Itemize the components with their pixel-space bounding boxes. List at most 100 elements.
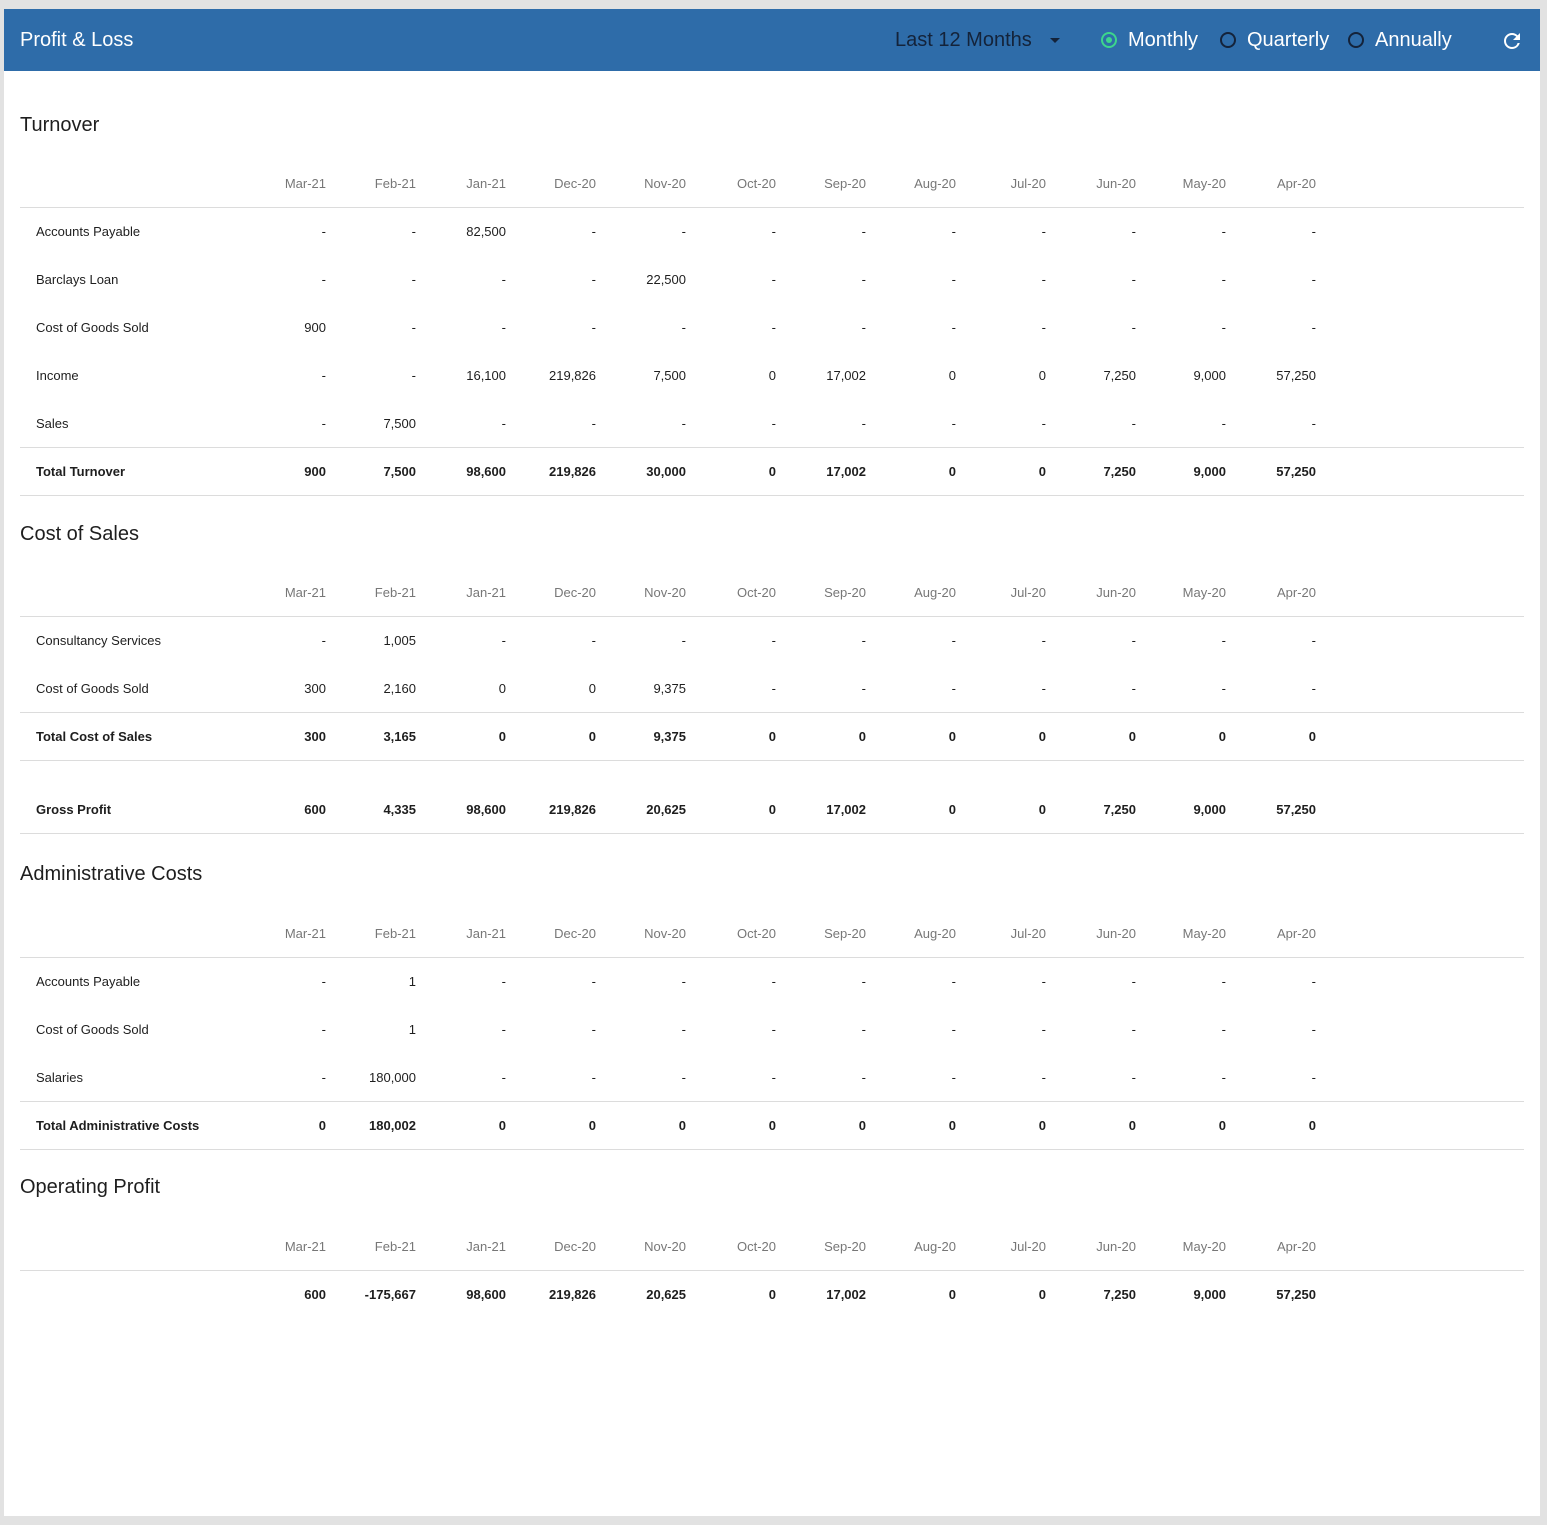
column-header-row: Mar-21 Feb-21 Jan-21 Dec-20 Nov-20 Oct-20 Sep-… <box>20 1223 1524 1271</box>
cell-value: 20,625 <box>646 1287 686 1302</box>
cell-value: - <box>951 1070 956 1085</box>
column-header: Sep-20 <box>824 176 866 191</box>
cell-value: - <box>321 224 326 239</box>
cell-value: - <box>501 1070 506 1085</box>
cell-value: - <box>321 633 326 648</box>
cell-value: - <box>501 1022 506 1037</box>
cell-value: - <box>681 1070 686 1085</box>
column-header-row: Mar-21 Feb-21 Jan-21 Dec-20 Nov-20 Oct-20 Sep-… <box>20 569 1524 617</box>
cell-value: - <box>771 1022 776 1037</box>
column-header: Jan-21 <box>466 585 506 600</box>
radio-annually[interactable]: Annually <box>1348 9 1452 71</box>
cell-value: 57,250 <box>1276 802 1316 817</box>
cell-value: - <box>1041 416 1046 431</box>
column-header: Oct-20 <box>736 585 776 600</box>
column-header: Nov-20 <box>644 1239 686 1254</box>
column-header: Dec-20 <box>554 926 596 941</box>
cell-value: 22,500 <box>646 272 686 287</box>
cell-value: - <box>1311 974 1316 989</box>
cell-value: - <box>321 974 326 989</box>
cell-value: - <box>951 320 956 335</box>
cell-value: 17,002 <box>826 464 866 479</box>
cell-value: - <box>591 974 596 989</box>
cell-value: 1,005 <box>383 633 416 648</box>
cell-value: 57,250 <box>1276 1287 1316 1302</box>
column-header: Dec-20 <box>554 585 596 600</box>
column-header: May-20 <box>1182 1239 1226 1254</box>
cell-value: - <box>321 368 326 383</box>
cell-value: 9,000 <box>1193 802 1226 817</box>
cell-value: - <box>861 416 866 431</box>
column-header: May-20 <box>1182 176 1226 191</box>
table-row: Accounts Payable - - 82,500 - - - - - - - - - <box>20 208 1524 256</box>
column-header: Apr-20 <box>1276 585 1316 600</box>
cell-value: 2,160 <box>383 681 416 696</box>
cell-value: 98,600 <box>466 464 506 479</box>
cell-value: - <box>681 1022 686 1037</box>
cell-value: 0 <box>1038 464 1046 479</box>
column-header: Dec-20 <box>554 176 596 191</box>
cell-value: 9,000 <box>1193 1287 1226 1302</box>
row-label: Cost of Goods Sold <box>36 1022 149 1037</box>
cell-value: 3,165 <box>383 729 416 744</box>
cell-value: - <box>771 272 776 287</box>
cell-value: 9,000 <box>1193 464 1226 479</box>
cell-value: 4,335 <box>383 802 416 817</box>
toolbar: Profit & Loss Last 12 Months Monthly Qua… <box>4 9 1540 71</box>
row-label: Accounts Payable <box>36 974 141 989</box>
column-header: Jun-20 <box>1096 585 1136 600</box>
cell-value: - <box>861 1070 866 1085</box>
cell-value: - <box>1311 1070 1316 1085</box>
cell-value: - <box>1221 1022 1226 1037</box>
cell-value: 7,500 <box>383 416 416 431</box>
cell-value: - <box>1311 416 1316 431</box>
cell-value: 900 <box>304 320 326 335</box>
total-row: Total Cost of Sales 300 3,165 0 0 9,375 0 0 0 0 0 0… <box>20 713 1524 761</box>
cell-value: - <box>1131 633 1136 648</box>
column-header: Apr-20 <box>1276 1239 1316 1254</box>
row-label: Consultancy Services <box>36 633 161 648</box>
page-title: Profit & Loss <box>20 29 134 51</box>
cell-value: 0 <box>498 729 506 744</box>
column-header: Jan-21 <box>466 926 506 941</box>
cell-value: 0 <box>588 1118 596 1133</box>
cell-value: - <box>501 320 506 335</box>
cell-value: 0 <box>1038 368 1046 383</box>
cell-value: - <box>1041 681 1046 696</box>
column-header: Nov-20 <box>644 585 686 600</box>
column-header: Sep-20 <box>824 926 866 941</box>
cell-value: - <box>951 272 956 287</box>
cell-value: - <box>1311 633 1316 648</box>
radio-monthly[interactable]: Monthly <box>1101 9 1198 71</box>
table-row: Accounts Payable - 1 - - - - - - - - - - <box>20 958 1524 1006</box>
cell-value: - <box>1131 681 1136 696</box>
cell-value: - <box>861 1022 866 1037</box>
cell-value: 600 <box>304 802 326 817</box>
cell-value: - <box>501 272 506 287</box>
column-header: Mar-21 <box>284 926 326 941</box>
radio-unchecked-icon <box>1348 32 1364 48</box>
column-header-row: Mar-21 Feb-21 Jan-21 Dec-20 Nov-20 Oct-20 Sep-… <box>20 160 1524 208</box>
cell-value: 0 <box>948 464 956 479</box>
cell-value: 0 <box>858 1118 866 1133</box>
period-select[interactable]: Last 12 Months <box>895 9 1060 71</box>
cell-value: 0 <box>588 681 596 696</box>
cell-value: - <box>771 974 776 989</box>
radio-quarterly[interactable]: Quarterly <box>1220 9 1329 71</box>
cell-value: 0 <box>948 729 956 744</box>
cell-value: 0 <box>768 464 776 479</box>
cell-value: 219,826 <box>549 802 596 817</box>
column-header-row: Mar-21 Feb-21 Jan-21 Dec-20 Nov-20 Oct-20 Sep-… <box>20 910 1524 958</box>
cell-value: 0 <box>1308 1118 1316 1133</box>
radio-quarterly-label: Quarterly <box>1247 28 1330 51</box>
refresh-button[interactable] <box>1500 29 1524 53</box>
table-row: Consultancy Services - 1,005 - - - - - - - - - - <box>20 617 1524 665</box>
column-header: Mar-21 <box>284 1239 326 1254</box>
table-row: Cost of Goods Sold 900 - - - - - - - - - - - <box>20 304 1524 352</box>
pnl-card: Profit & Loss Last 12 Months Monthly Qua… <box>4 9 1540 1516</box>
cell-value: - <box>771 1070 776 1085</box>
cell-value: - <box>1221 320 1226 335</box>
column-header: Feb-21 <box>374 176 416 191</box>
cell-value: 98,600 <box>466 1287 506 1302</box>
section-title: Administrative Costs <box>20 863 203 885</box>
